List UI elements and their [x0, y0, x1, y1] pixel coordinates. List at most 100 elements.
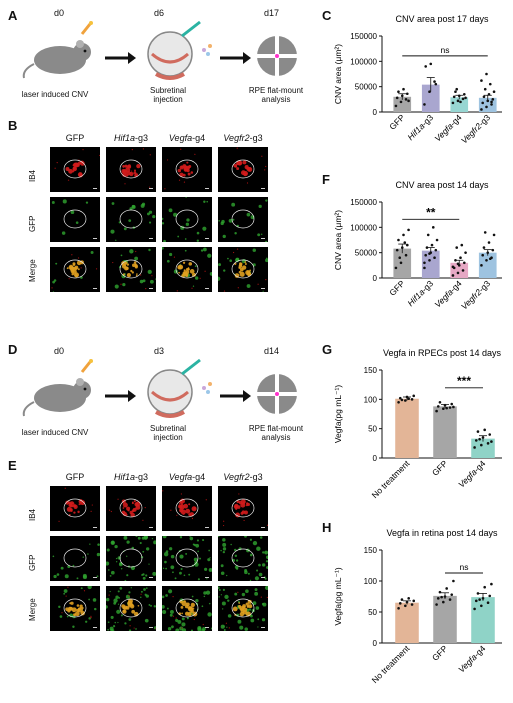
eye-injection-icon — [147, 358, 212, 418]
data-point — [488, 594, 492, 598]
gfp-signal — [189, 536, 191, 537]
grid-column-header: Vegfr2-g3 — [223, 472, 263, 482]
lesion-outline — [175, 548, 199, 568]
data-point — [398, 256, 402, 260]
gfp-signal — [192, 285, 195, 287]
gfp-signal — [162, 536, 167, 539]
gfp-signal — [229, 259, 233, 263]
grid-row-header: GFP — [28, 215, 37, 232]
gfp-signal — [218, 263, 222, 267]
gfp-signal — [202, 226, 207, 231]
gfp-signal — [258, 204, 262, 209]
micrograph-tile — [106, 147, 156, 192]
micrograph — [164, 148, 209, 190]
gfp-signal — [94, 607, 97, 611]
ib4-signal — [246, 605, 250, 608]
step-caption: laser induced CNV — [21, 428, 89, 437]
micrograph — [106, 587, 156, 631]
gfp-signal — [207, 612, 212, 617]
gfp-signal — [72, 625, 75, 628]
ib4-signal — [166, 159, 169, 161]
data-point — [405, 600, 409, 604]
gfp-signal — [169, 252, 173, 257]
ib4-signal — [223, 520, 225, 522]
micrograph-tile — [50, 247, 100, 292]
gfp-signal — [265, 199, 268, 202]
mouse-icon — [22, 40, 91, 79]
gfp-signal — [205, 590, 211, 595]
panel-label-a: A — [8, 8, 18, 23]
y-tick-label: 150 — [364, 366, 378, 375]
gene-name: Hif1a — [113, 472, 135, 482]
x-tick-label: Hif1a-g3 — [405, 278, 435, 308]
gfp-signal — [142, 550, 145, 553]
x-tick-label: GFP — [387, 278, 407, 298]
gfp-signal — [244, 568, 248, 573]
data-point — [451, 274, 455, 277]
ib4-signal — [223, 290, 226, 292]
ib4-signal — [76, 608, 80, 613]
y-tick-label: 100 — [364, 395, 378, 404]
gfp-signal — [144, 618, 149, 623]
gfp-signal — [61, 231, 66, 235]
ib4-signal — [65, 595, 67, 597]
grid-column-header: Hif1a-g3 — [113, 472, 149, 482]
gfp-signal — [195, 598, 199, 603]
data-point — [445, 587, 448, 590]
gfp-signal — [257, 626, 259, 628]
gfp-signal — [220, 624, 225, 629]
data-point — [440, 595, 443, 599]
ib4-signal — [177, 168, 182, 173]
gfp-signal — [250, 618, 255, 623]
ib4-signal — [51, 287, 53, 289]
lesion-outline — [63, 498, 87, 518]
ib4-signal — [122, 273, 125, 276]
gfp-signal — [58, 605, 61, 609]
ib4-signal — [242, 604, 246, 608]
gfp-signal — [194, 265, 197, 268]
data-point — [436, 597, 440, 600]
gfp-signal — [118, 562, 123, 567]
ib4-signal — [145, 287, 147, 290]
gfp-signal — [107, 569, 110, 571]
ib4-signal — [66, 267, 69, 270]
scale-bar — [261, 188, 265, 189]
data-point — [461, 97, 465, 101]
ib4-signal — [188, 503, 191, 506]
ib4-signal — [131, 609, 136, 614]
gfp-signal — [221, 608, 224, 610]
step-caption: Subretinal injection — [149, 424, 187, 442]
y-tick-label: 50000 — [355, 83, 378, 92]
ib4-signal — [181, 627, 183, 629]
ib4-signal — [74, 162, 80, 168]
ib4-signal — [240, 499, 246, 505]
gfp-signal — [128, 629, 132, 631]
ib4-signal — [222, 524, 225, 527]
data-point — [456, 99, 460, 103]
step-caption: laser induced CNV — [21, 90, 89, 99]
micrograph — [162, 247, 212, 292]
ib4-signal — [238, 604, 242, 609]
micrograph — [218, 248, 268, 292]
gfp-signal — [191, 595, 194, 598]
gfp-signal — [162, 595, 165, 599]
gfp-signal — [252, 248, 256, 252]
bar-chart-vegfa-rpec: Vegfa in RPECs post 14 days 0 50 100 150 Vegf… — [333, 348, 502, 500]
data-point — [423, 261, 426, 265]
gfp-signal — [171, 625, 174, 629]
ib4-signal — [120, 283, 122, 285]
gfp-signal — [261, 563, 266, 567]
ib4-signal — [187, 268, 190, 271]
y-tick-label: 100000 — [350, 223, 377, 232]
gfp-signal — [244, 627, 248, 631]
gfp-signal — [264, 550, 268, 555]
ib4-signal — [244, 510, 248, 515]
ib4-signal — [56, 161, 58, 164]
gfp-signal — [142, 576, 146, 580]
data-point — [480, 264, 483, 267]
data-point — [423, 266, 426, 270]
data-point — [490, 100, 493, 104]
gfp-signal — [170, 554, 175, 559]
data-point — [435, 409, 438, 413]
ib4-signal — [126, 171, 131, 176]
